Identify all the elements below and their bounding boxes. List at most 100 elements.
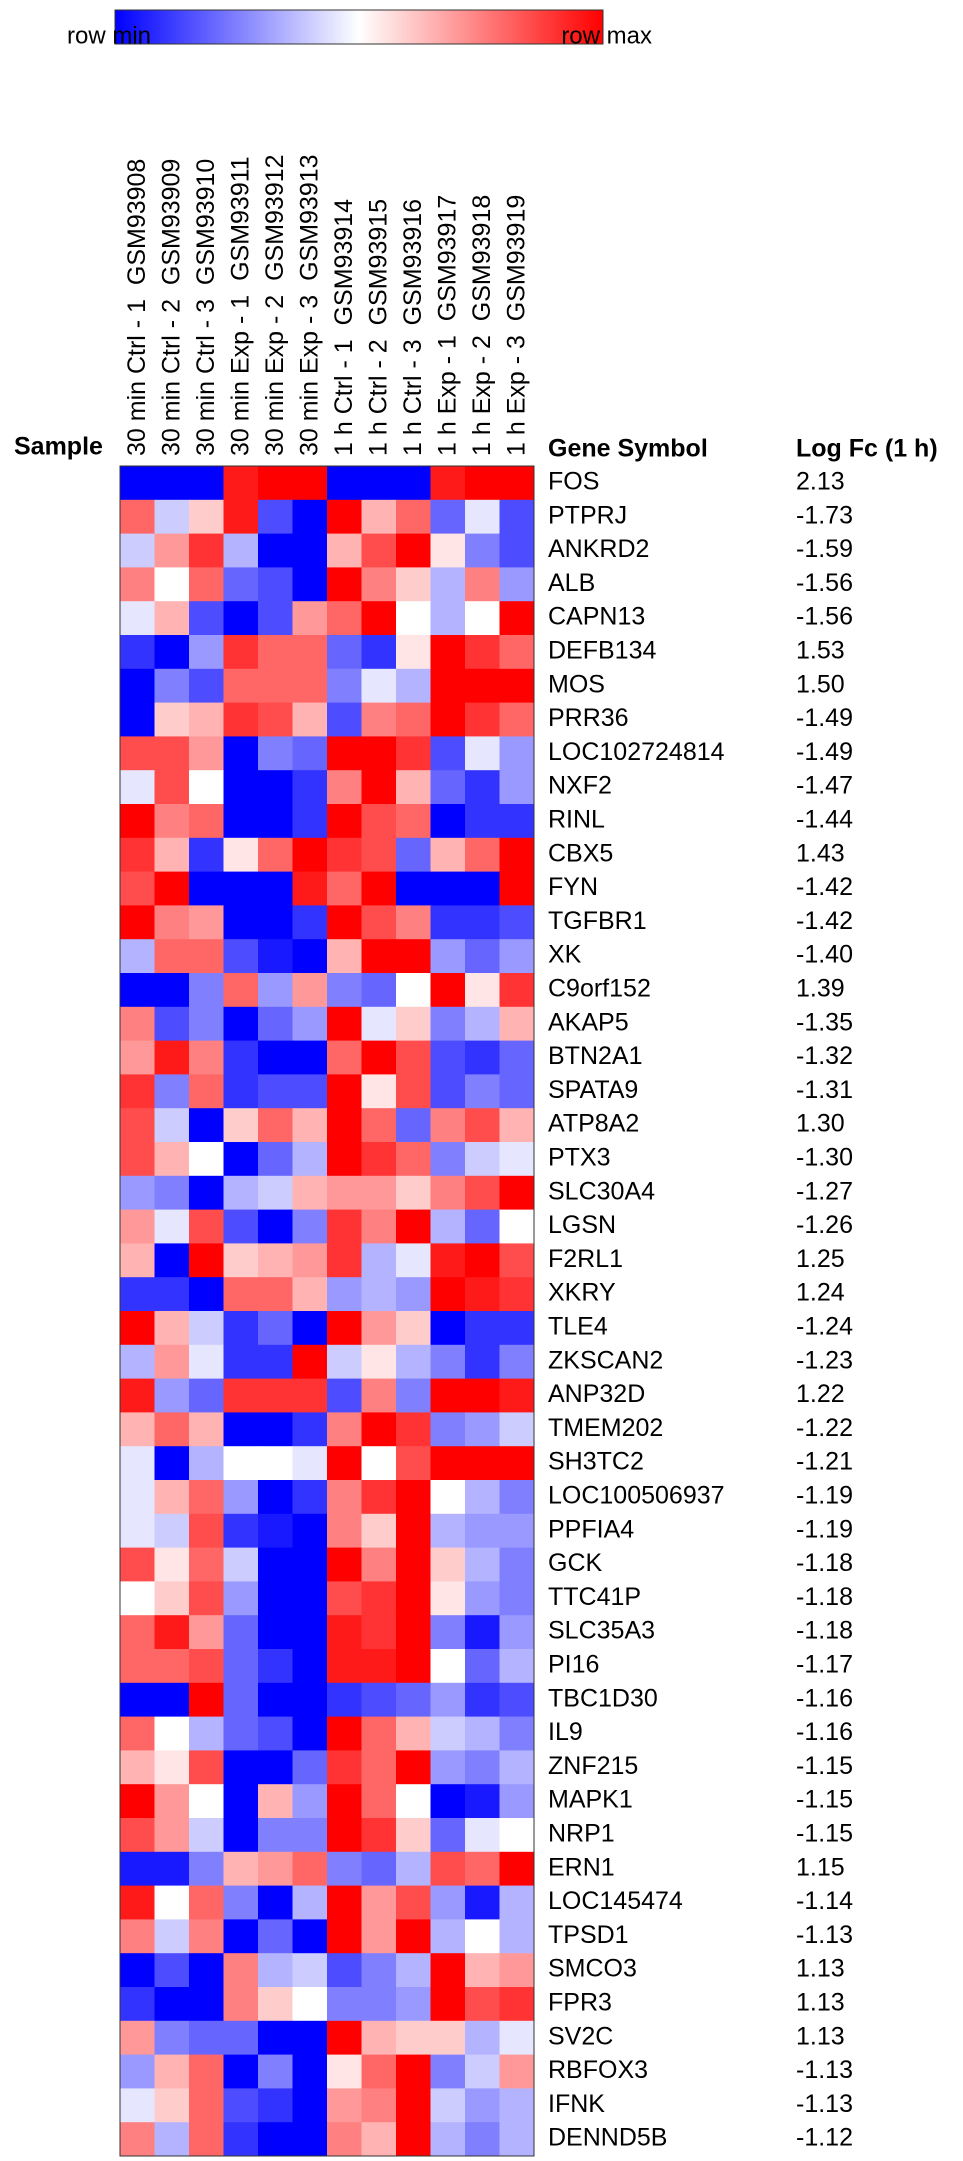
heatmap-cell [292, 804, 328, 839]
heatmap-cell [223, 1919, 259, 1954]
heatmap-cell [361, 2088, 397, 2123]
heatmap-cell [189, 1142, 224, 1177]
heatmap-cell [499, 601, 535, 636]
heatmap-cell [499, 499, 535, 535]
heatmap-cell [120, 466, 155, 501]
heatmap-cell [223, 1108, 259, 1143]
heatmap-cell [361, 1277, 397, 1312]
heatmap-cell [499, 2088, 535, 2123]
heatmap-cell [396, 1750, 431, 1785]
heatmap-cell [430, 499, 466, 535]
heatmap-cell [465, 668, 500, 704]
heatmap-cell [120, 1885, 155, 1920]
heatmap-cell [223, 1142, 259, 1177]
heatmap-cell [292, 533, 328, 568]
heatmap-cell [361, 804, 397, 839]
heatmap-cell [396, 1547, 431, 1582]
log-fc-value: -1.13 [796, 2090, 853, 2118]
heatmap-cell [396, 1649, 431, 1684]
heatmap-cell [430, 1378, 466, 1413]
heatmap-cell [154, 1108, 190, 1143]
heatmap-cell [430, 1716, 466, 1751]
heatmap-cell [120, 702, 155, 737]
gene-label: PPFIA4 [548, 1515, 634, 1543]
heatmap-cell [189, 1209, 224, 1244]
heatmap-cell [258, 1885, 293, 1920]
log-fc-value: -1.44 [796, 806, 853, 834]
heatmap-cell [154, 1818, 190, 1853]
heatmap-cell [396, 1885, 431, 1920]
heatmap-cell [327, 770, 362, 805]
heatmap-cell [120, 1716, 155, 1751]
heatmap-cell [499, 1344, 535, 1380]
heatmap-cell [499, 1919, 535, 1954]
heatmap-cell [223, 1480, 259, 1515]
heatmap-cell [258, 567, 293, 602]
heatmap-cell [499, 1581, 535, 1616]
heatmap-cell [120, 1784, 155, 1819]
heatmap-cell [189, 567, 224, 602]
heatmap-cell [223, 939, 259, 974]
heatmap-cell [361, 736, 397, 771]
heatmap-cell [499, 1885, 535, 1920]
heatmap-cell [292, 1074, 328, 1109]
heatmap-cell [120, 1953, 155, 1988]
heatmap-cell [327, 1987, 362, 2022]
heatmap-cell [292, 1649, 328, 1684]
gene-label: ATP8A2 [548, 1110, 639, 1138]
heatmap-cell [223, 499, 259, 535]
heatmap-cell [258, 1142, 293, 1177]
column-label: 30 min Exp - 2 GSM93912 [261, 154, 289, 456]
heatmap-cell [430, 2020, 466, 2056]
heatmap-cell [258, 1953, 293, 1988]
heatmap-cell [292, 1006, 328, 1042]
heatmap-cell [223, 1818, 259, 1853]
log-fc-value: -1.27 [796, 1177, 853, 1205]
heatmap-cell [223, 1277, 259, 1312]
heatmap-cell [361, 2122, 397, 2157]
heatmap-cell [327, 466, 362, 501]
gene-label: LGSN [548, 1211, 616, 1239]
heatmap-cell [258, 1344, 293, 1380]
heatmap-cell [465, 1311, 500, 1346]
heatmap-cell [154, 1953, 190, 1988]
heatmap-cell [396, 871, 431, 906]
heatmap-cell [154, 466, 190, 501]
heatmap-cell [465, 2054, 500, 2089]
log-fc-value: 1.13 [796, 1955, 845, 1983]
heatmap-cell [327, 1412, 362, 1447]
heatmap-cell [292, 1412, 328, 1447]
heatmap-cell [189, 1547, 224, 1582]
heatmap-cell [292, 1953, 328, 1988]
heatmap-cell [327, 1277, 362, 1312]
heatmap-cell [327, 871, 362, 906]
gene-label: ANKRD2 [548, 535, 649, 563]
heatmap-cell [258, 837, 293, 873]
log-fc-value: -1.42 [796, 907, 853, 935]
gene-label: LOC100506937 [548, 1482, 725, 1510]
heatmap-cell [292, 1581, 328, 1616]
heatmap-cell [361, 1243, 397, 1278]
gene-label: TTC41P [548, 1583, 641, 1611]
heatmap-cell [430, 702, 466, 737]
heatmap-cell [189, 1277, 224, 1312]
heatmap-cell [223, 1851, 259, 1887]
heatmap-cell [361, 1175, 397, 1211]
heatmap-cell [258, 804, 293, 839]
heatmap-cell [292, 1513, 328, 1549]
log-fc-value: -1.16 [796, 1684, 853, 1712]
heatmap-cell [430, 1818, 466, 1853]
log-fc-value: 1.43 [796, 839, 845, 867]
heatmap-cell [430, 1108, 466, 1143]
heatmap-cell [465, 1040, 500, 1075]
heatmap-cell [223, 1446, 259, 1481]
heatmap-cell [154, 2020, 190, 2056]
heatmap-cell [361, 770, 397, 805]
heatmap-cell [361, 635, 397, 670]
heatmap-cell [154, 1142, 190, 1177]
heatmap-cell [154, 837, 190, 873]
heatmap-cell [120, 871, 155, 906]
heatmap-cell [292, 1378, 328, 1413]
heatmap-cell [120, 1480, 155, 1515]
heatmap-cell [292, 1919, 328, 1954]
